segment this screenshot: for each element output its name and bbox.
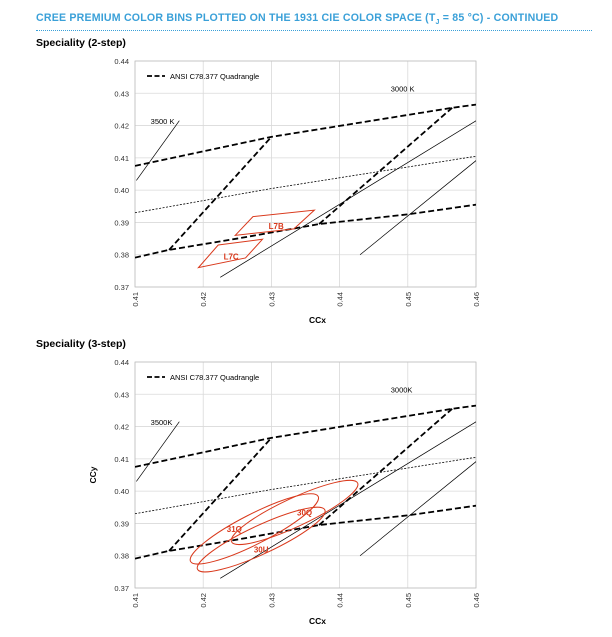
y-tick-label: 0.39 xyxy=(114,519,129,528)
title-divider xyxy=(36,30,592,31)
x-tick-label: 0.46 xyxy=(472,593,481,608)
isotherm-line xyxy=(359,160,476,255)
cct-label: 3500 K xyxy=(151,117,175,126)
x-tick-label: 0.45 xyxy=(404,593,413,608)
bin-outline-l7c xyxy=(197,238,264,269)
quadrangle-line xyxy=(135,103,476,167)
isotherm-line xyxy=(136,120,180,181)
bin-ellipse-31q xyxy=(189,493,320,565)
blackbody-curve xyxy=(135,456,476,515)
quadrangle-line xyxy=(135,404,476,468)
plot-area xyxy=(135,404,476,579)
chart-1-section-title: Speciality (2-step) xyxy=(36,37,126,49)
grid xyxy=(134,60,477,288)
chart-2: 0.37 0.38 0.39 0.40 0.41 0.42 0.43 0.44 0.41 0.42… xyxy=(88,358,481,626)
blackbody-curve xyxy=(135,155,476,214)
y-tick-label: 0.42 xyxy=(114,122,129,131)
cct-label: 3500K xyxy=(151,418,173,427)
legend-label: ANSI C78.377 Quadrangle xyxy=(170,72,259,81)
bin-ellipse-30u xyxy=(196,506,326,573)
x-tick-label: 0.44 xyxy=(336,593,345,608)
y-axis-title: CCy xyxy=(88,466,98,483)
plot-frame xyxy=(134,60,477,288)
chart-2-section-title: Speciality (3-step) xyxy=(36,338,126,350)
x-tick-label: 0.45 xyxy=(404,292,413,307)
x-tick-label: 0.43 xyxy=(267,292,276,307)
y-tick-label: 0.40 xyxy=(114,487,129,496)
bin-label: L7B xyxy=(269,222,284,231)
page-title: CREE PREMIUM COLOR BINS PLOTTED ON THE 1… xyxy=(36,12,559,27)
legend-label: ANSI C78.377 Quadrangle xyxy=(170,373,259,382)
y-tick-label: 0.44 xyxy=(114,358,129,367)
isotherm-line xyxy=(136,421,180,482)
quadrangle-line xyxy=(135,504,476,560)
y-tick-label: 0.43 xyxy=(114,390,129,399)
cct-label: 3000K xyxy=(391,386,413,395)
y-tick-label: 0.37 xyxy=(114,584,129,593)
x-tick-label: 0.41 xyxy=(131,292,140,307)
quadrangle-line xyxy=(168,136,273,251)
plot-frame xyxy=(134,361,477,589)
x-tick-label: 0.46 xyxy=(472,292,481,307)
y-tick-label: 0.40 xyxy=(114,186,129,195)
quadrangle-line xyxy=(168,437,273,552)
bin-label: 30U xyxy=(254,546,269,555)
y-tick-label: 0.43 xyxy=(114,89,129,98)
bin-label: 31Q xyxy=(227,525,242,534)
cct-label: 3000 K xyxy=(391,85,415,94)
quadrangle-line xyxy=(318,107,453,225)
grid xyxy=(134,361,477,589)
y-tick-label: 0.38 xyxy=(114,552,129,561)
isotherm-line xyxy=(359,461,476,556)
x-axis-title: CCx xyxy=(309,315,326,325)
y-tick-label: 0.37 xyxy=(114,283,129,292)
quadrangle-line xyxy=(135,203,476,259)
y-tick-label: 0.41 xyxy=(114,455,129,464)
chart-1: 0.37 0.38 0.39 0.40 0.41 0.42 0.43 0.44 0.41 0.42… xyxy=(114,57,481,325)
y-tick-label: 0.44 xyxy=(114,57,129,66)
x-tick-label: 0.43 xyxy=(267,593,276,608)
bin-label: 30Q xyxy=(297,508,312,517)
x-tick-label: 0.42 xyxy=(199,593,208,608)
quadrangle-line xyxy=(318,408,453,526)
x-tick-label: 0.42 xyxy=(199,292,208,307)
isotherm-line xyxy=(220,120,476,278)
plot-area xyxy=(135,103,476,278)
y-tick-label: 0.42 xyxy=(114,423,129,432)
y-tick-label: 0.38 xyxy=(114,251,129,260)
isotherm-line xyxy=(220,421,476,579)
bin-outline-l7b xyxy=(233,209,316,236)
bin-label: L7C xyxy=(224,252,239,261)
x-tick-label: 0.41 xyxy=(131,593,140,608)
y-tick-label: 0.39 xyxy=(114,218,129,227)
x-axis-title: CCx xyxy=(309,616,326,626)
bin-ellipse-30q xyxy=(230,479,359,546)
x-tick-label: 0.44 xyxy=(336,292,345,307)
y-tick-label: 0.41 xyxy=(114,154,129,163)
